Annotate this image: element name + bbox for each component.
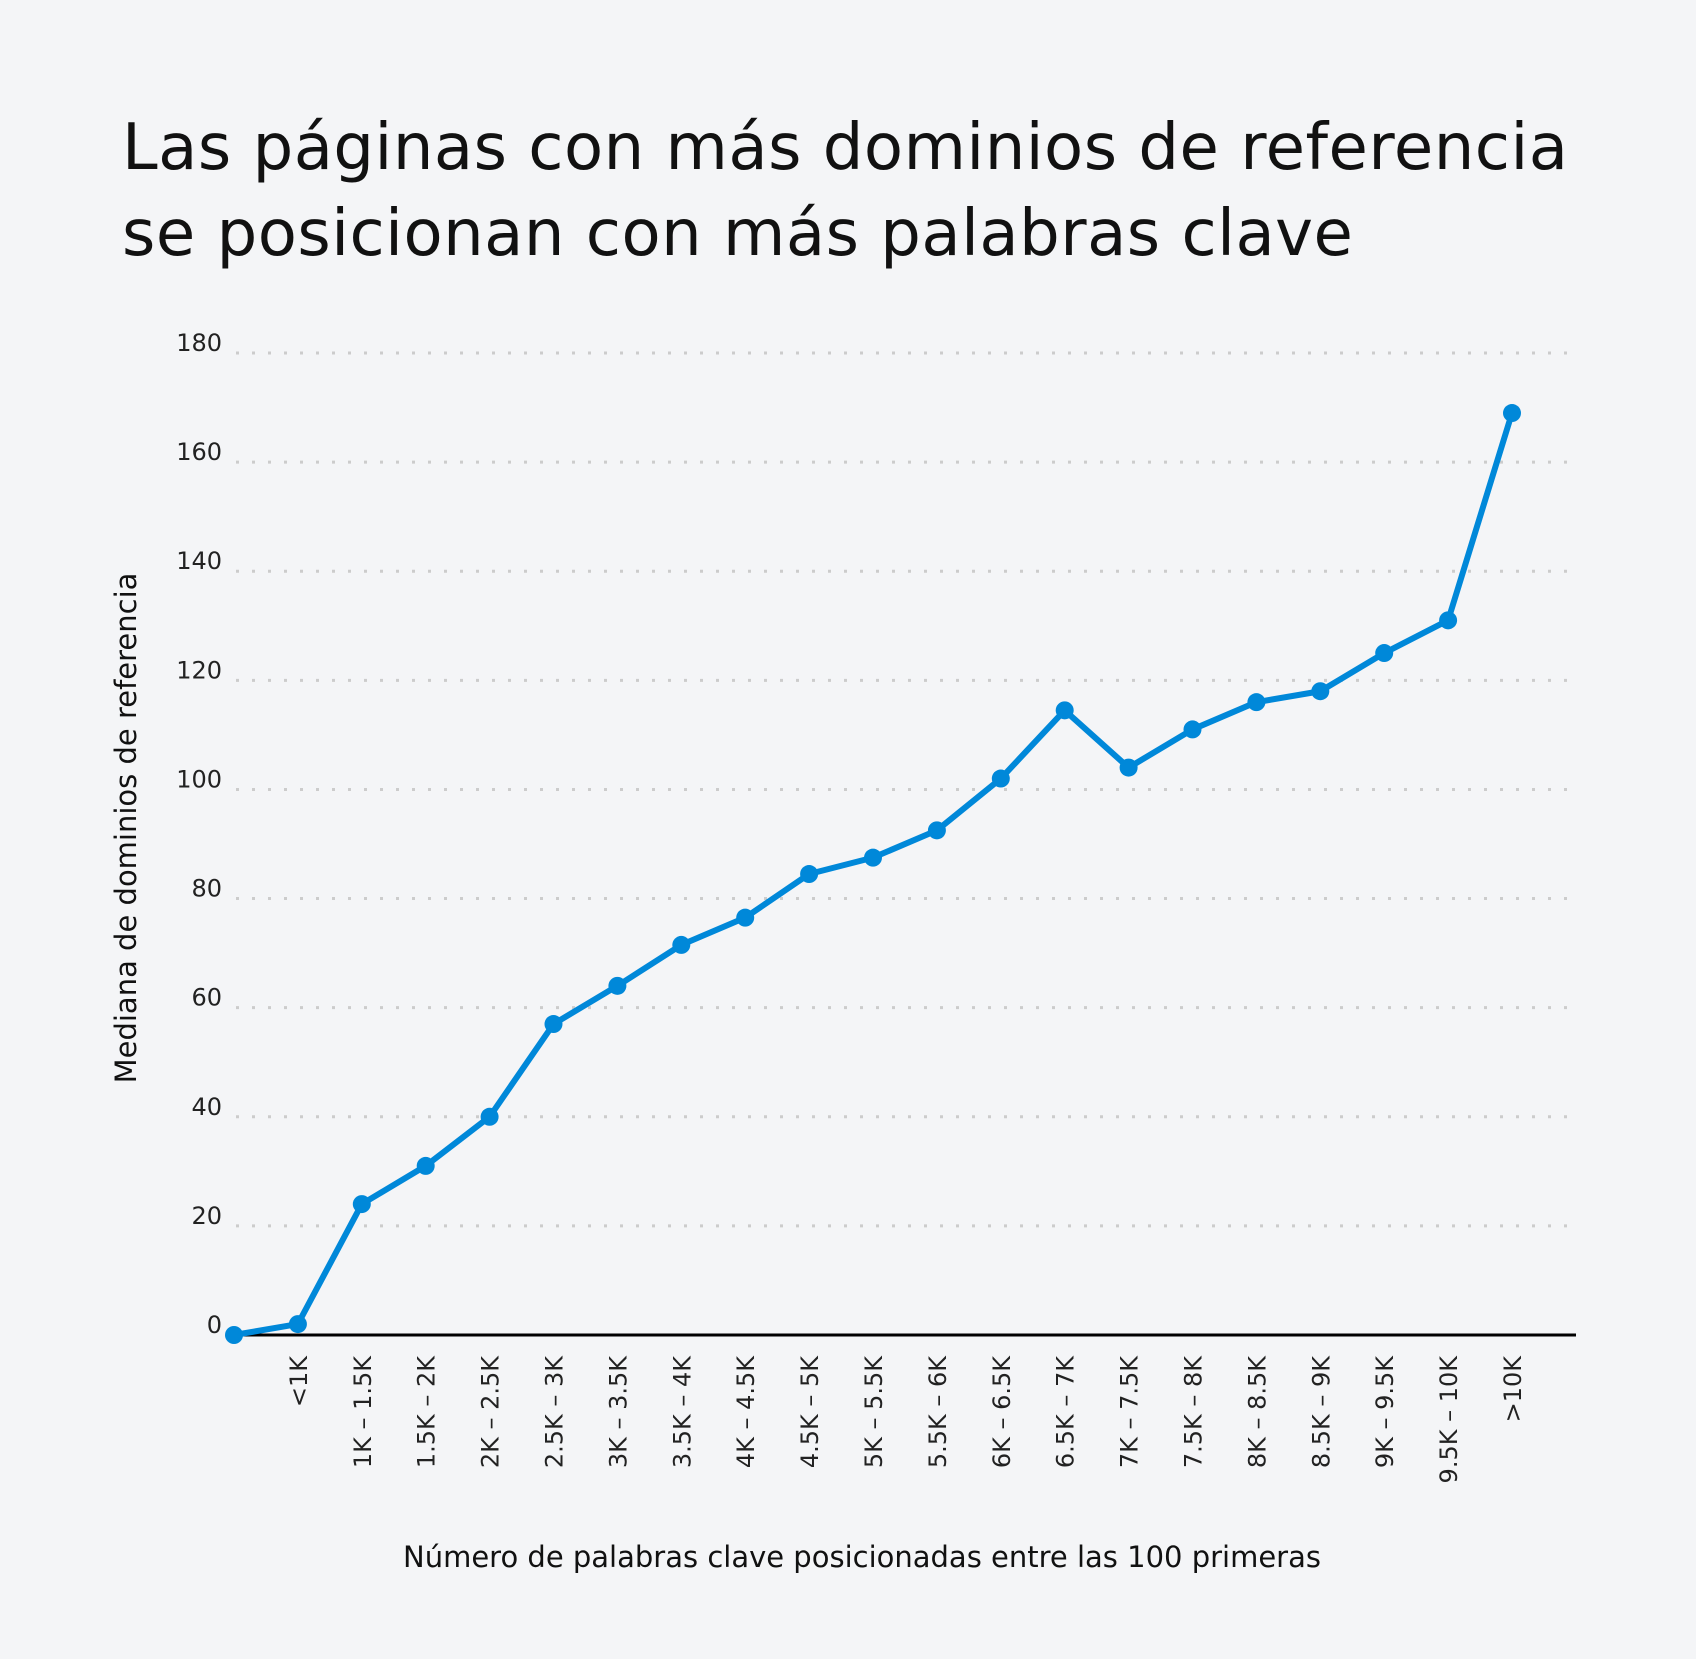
chart-title: Las páginas con más dominios de referenc… [122, 105, 1568, 277]
chart-title-line-1: Las páginas con más dominios de referenc… [122, 111, 1569, 185]
x-tick-label: 6.5K – 7K [1052, 1355, 1080, 1468]
chart-title-line-2: se posicionan con más palabras clave [122, 197, 1354, 271]
y-tick-label: 60 [191, 984, 222, 1012]
data-point [672, 935, 691, 954]
x-tick-label: 1.5K – 2K [413, 1355, 441, 1468]
data-point [1247, 693, 1266, 712]
data-point [1503, 404, 1521, 423]
data-point [800, 865, 819, 884]
data-point [736, 908, 755, 927]
y-tick-label: 140 [176, 547, 222, 575]
x-tick-label: 2.5K – 3K [541, 1355, 569, 1468]
x-tick-label: 3.5K – 4K [668, 1355, 696, 1468]
y-tick-label: 80 [191, 875, 222, 903]
x-tick-label: 4K – 4.5K [732, 1355, 760, 1468]
x-tick-label: 8K – 8.5K [1243, 1355, 1271, 1468]
y-tick-label: 120 [176, 656, 222, 684]
y-tick-label: 40 [191, 1093, 222, 1121]
data-point [416, 1156, 435, 1175]
data-point [352, 1195, 371, 1214]
x-tick-label: 7.5K – 8K [1180, 1355, 1208, 1468]
data-point [1311, 682, 1330, 701]
data-point [927, 821, 946, 840]
x-tick-label: 5K – 5.5K [860, 1355, 888, 1468]
data-point [864, 848, 882, 867]
x-tick-label: 2K – 2.5K [477, 1355, 505, 1468]
data-point [608, 976, 627, 995]
x-tick-label: 8.5K – 9K [1307, 1355, 1335, 1468]
x-tick-label: 4.5K – 5K [796, 1355, 824, 1468]
data-point [1055, 701, 1074, 720]
data-point [1375, 644, 1394, 663]
x-tick-label: <1K [285, 1355, 313, 1407]
x-tick-label: >10K [1499, 1355, 1527, 1423]
data-point [991, 769, 1010, 788]
x-tick-label: 5.5K – 6K [924, 1355, 952, 1468]
series-line [233, 412, 1515, 1338]
y-tick-label: 160 [176, 438, 222, 466]
x-axis-title: Número de palabras clave posicionadas en… [403, 1540, 1321, 1574]
x-tick-label: 7K – 7.5K [1116, 1355, 1144, 1468]
x-tick-label: 1K – 1.5K [349, 1355, 377, 1468]
data-point [1183, 720, 1202, 739]
data-point [1119, 758, 1138, 777]
data-point [480, 1107, 499, 1126]
data-point [288, 1315, 307, 1334]
data-point [1439, 611, 1458, 630]
y-tick-label: 100 [176, 765, 222, 793]
x-tick-label: 3K – 3.5K [604, 1355, 632, 1468]
x-tick-label: 9.5K – 10K [1435, 1355, 1463, 1484]
x-tick-label: 6K – 6.5K [988, 1355, 1016, 1468]
x-tick-label: 9K – 9.5K [1371, 1355, 1399, 1468]
data-point [225, 1326, 243, 1344]
y-tick-label: 0 [207, 1311, 222, 1339]
y-tick-label: 180 [176, 329, 222, 357]
data-point [544, 1015, 563, 1034]
y-tick-label: 20 [191, 1202, 222, 1230]
y-axis-title: Mediana de dominios de referencia [109, 573, 143, 1084]
